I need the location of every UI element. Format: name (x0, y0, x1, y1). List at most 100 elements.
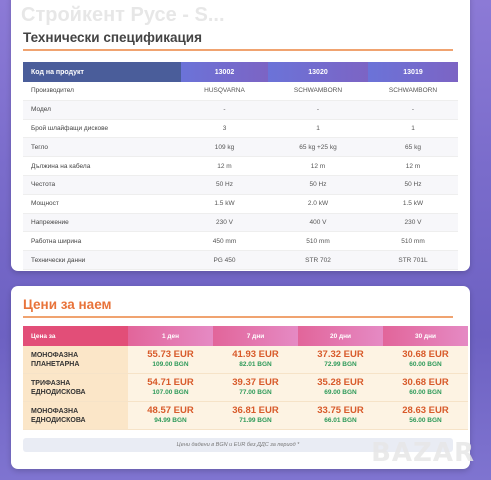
watermark-text: Стройкент Русе - S... (21, 4, 225, 26)
spec-header-cell: Код на продукт (23, 62, 181, 82)
spec-value-cell: SCHWAMBORN (368, 82, 458, 101)
spec-value-cell: 1 (368, 119, 458, 139)
spec-value-cell: 109 kg (181, 137, 268, 158)
bazar-logo: BAZAR (371, 438, 475, 468)
spec-row: Напрежение 230 V 400 V 230 V (23, 213, 458, 233)
spec-value-cell: STR 701L (368, 250, 458, 270)
spec-label-cell: Производител (23, 82, 181, 101)
spec-label-cell: Брой шлайфащи дискове (23, 119, 181, 139)
rent-row: МОНОФАЗНА ЕДНОДИСКОВА 48.57 EUR 94.99 BGN 3… (23, 401, 468, 430)
rent-product-name: МОНОФАЗНА ПЛАНЕТАРНА (23, 346, 128, 374)
rent-header-cell: 20 дни (298, 326, 383, 346)
rent-price-cell: 36.81 EUR 71.99 BGN (213, 401, 298, 430)
rent-table: Цена за 1 ден 7 дни 20 дни 30 дни МОНОФА… (23, 326, 468, 430)
spec-header-row: Код на продукт 13002 13020 13019 (23, 62, 458, 82)
price-bgn: 82.01 BGN (239, 361, 272, 368)
price-bgn: 60.00 BGN (409, 361, 442, 368)
price-eur: 37.32 EUR (317, 349, 364, 360)
rent-price-cell: 55.73 EUR 109.00 BGN (128, 346, 213, 374)
price-bgn: 94.99 BGN (154, 417, 187, 424)
spec-value-cell: 65 kg (368, 137, 458, 158)
spec-title-rule (23, 49, 453, 51)
price-eur: 30.68 EUR (402, 349, 449, 360)
rent-price-cell: 54.71 EUR 107.00 BGN (128, 373, 213, 402)
spec-value-cell: - (268, 100, 368, 120)
price-bgn: 77.00 BGN (239, 389, 272, 396)
spec-value-cell: 12 m (268, 156, 368, 176)
spec-row: Мощност 1.5 kW 2.0 kW 1.5 kW (23, 194, 458, 214)
price-bgn: 69.00 BGN (324, 389, 357, 396)
rent-header-row: Цена за 1 ден 7 дни 20 дни 30 дни (23, 326, 468, 346)
rent-price-cell: 30.68 EUR 60.00 BGN (383, 346, 468, 374)
price-bgn: 71.99 BGN (239, 417, 272, 424)
spec-value-cell: 12 m (368, 156, 458, 176)
price-eur: 41.93 EUR (232, 349, 279, 360)
rent-price-cell: 37.32 EUR 72.99 BGN (298, 346, 383, 374)
spec-row: Модел - - - (23, 100, 458, 120)
price-eur: 39.37 EUR (232, 377, 279, 388)
spec-row: Производител HUSQVARNA SCHWAMBORN SCHWAMBOR… (23, 82, 458, 101)
rent-header-cell: Цена за (23, 326, 128, 346)
rent-price-cell: 48.57 EUR 94.99 BGN (128, 401, 213, 430)
spec-value-cell: 450 mm (181, 231, 268, 252)
price-bgn: 109.00 BGN (152, 361, 189, 368)
price-bgn: 107.00 BGN (152, 389, 189, 396)
price-note: Цени дадени в BGN и EUR без ДДС за перио… (23, 438, 453, 452)
spec-table: Код на продукт 13002 13020 13019 Произво… (23, 62, 458, 270)
spec-value-cell: 50 Hz (181, 175, 268, 195)
rent-price-cell: 41.93 EUR 82.01 BGN (213, 346, 298, 374)
spec-value-cell: 50 Hz (268, 175, 368, 195)
spec-label-cell: Честота (23, 175, 181, 195)
rent-title: Цени за наем (23, 297, 112, 312)
spec-value-cell: 3 (181, 119, 268, 139)
spec-label-cell: Технически данни (23, 250, 181, 270)
rent-row: МОНОФАЗНА ПЛАНЕТАРНА 55.73 EUR 109.00 BGN 4… (23, 346, 468, 374)
spec-value-cell: 1.5 kW (368, 194, 458, 214)
spec-value-cell: 2.0 kW (268, 194, 368, 214)
spec-row: Тегло 109 kg 65 kg +25 kg 65 kg (23, 137, 458, 158)
spec-value-cell: 230 V (181, 213, 268, 233)
price-eur: 36.81 EUR (232, 405, 279, 416)
spec-header-cell: 13020 (268, 62, 368, 82)
spec-label-cell: Модел (23, 100, 181, 120)
spec-label-cell: Тегло (23, 137, 181, 158)
spec-row: Брой шлайфащи дискове 3 1 1 (23, 119, 458, 139)
spec-value-cell: SCHWAMBORN (268, 82, 368, 101)
spec-row: Технически данни PG 450 STR 702 STR 701L (23, 250, 458, 270)
rent-header-cell: 7 дни (213, 326, 298, 346)
spec-card: Стройкент Русе - S... Технически специфи… (11, 0, 470, 271)
spec-value-cell: 50 Hz (368, 175, 458, 195)
rent-product-name: МОНОФАЗНА ЕДНОДИСКОВА (23, 401, 128, 430)
rent-header-cell: 30 дни (383, 326, 468, 346)
price-bgn: 66.01 BGN (324, 417, 357, 424)
spec-title: Технически спецификация (23, 30, 202, 45)
spec-value-cell: 230 V (368, 213, 458, 233)
spec-value-cell: 1.5 kW (181, 194, 268, 214)
spec-value-cell: PG 450 (181, 250, 268, 270)
spec-row: Работна ширина 450 mm 510 mm 510 mm (23, 231, 458, 252)
spec-value-cell: 12 m (181, 156, 268, 176)
price-eur: 48.57 EUR (147, 405, 194, 416)
rent-row: ТРИФАЗНА ЕДНОДИСКОВА 54.71 EUR 107.00 BGN 3… (23, 373, 468, 402)
spec-value-cell: - (368, 100, 458, 120)
spec-header-cell: 13002 (181, 62, 268, 82)
price-eur: 33.75 EUR (317, 405, 364, 416)
rent-header-cell: 1 ден (128, 326, 213, 346)
spec-value-cell: 510 mm (268, 231, 368, 252)
rent-card: Цени за наем Цена за 1 ден 7 дни 20 дни … (11, 286, 470, 469)
spec-label-cell: Дължина на кабела (23, 156, 181, 176)
spec-row: Честота 50 Hz 50 Hz 50 Hz (23, 175, 458, 195)
rent-product-name: ТРИФАЗНА ЕДНОДИСКОВА (23, 373, 128, 402)
spec-header-cell: 13019 (368, 62, 458, 82)
rent-price-cell: 35.28 EUR 69.00 BGN (298, 373, 383, 402)
price-bgn: 56.00 BGN (409, 417, 442, 424)
spec-value-cell: - (181, 100, 268, 120)
rent-price-cell: 28.63 EUR 56.00 BGN (383, 401, 468, 430)
price-eur: 30.68 EUR (402, 377, 449, 388)
spec-value-cell: 65 kg +25 kg (268, 137, 368, 158)
spec-label-cell: Напрежение (23, 213, 181, 233)
price-eur: 35.28 EUR (317, 377, 364, 388)
rent-price-cell: 39.37 EUR 77.00 BGN (213, 373, 298, 402)
price-bgn: 72.99 BGN (324, 361, 357, 368)
rent-price-cell: 30.68 EUR 60.00 BGN (383, 373, 468, 402)
